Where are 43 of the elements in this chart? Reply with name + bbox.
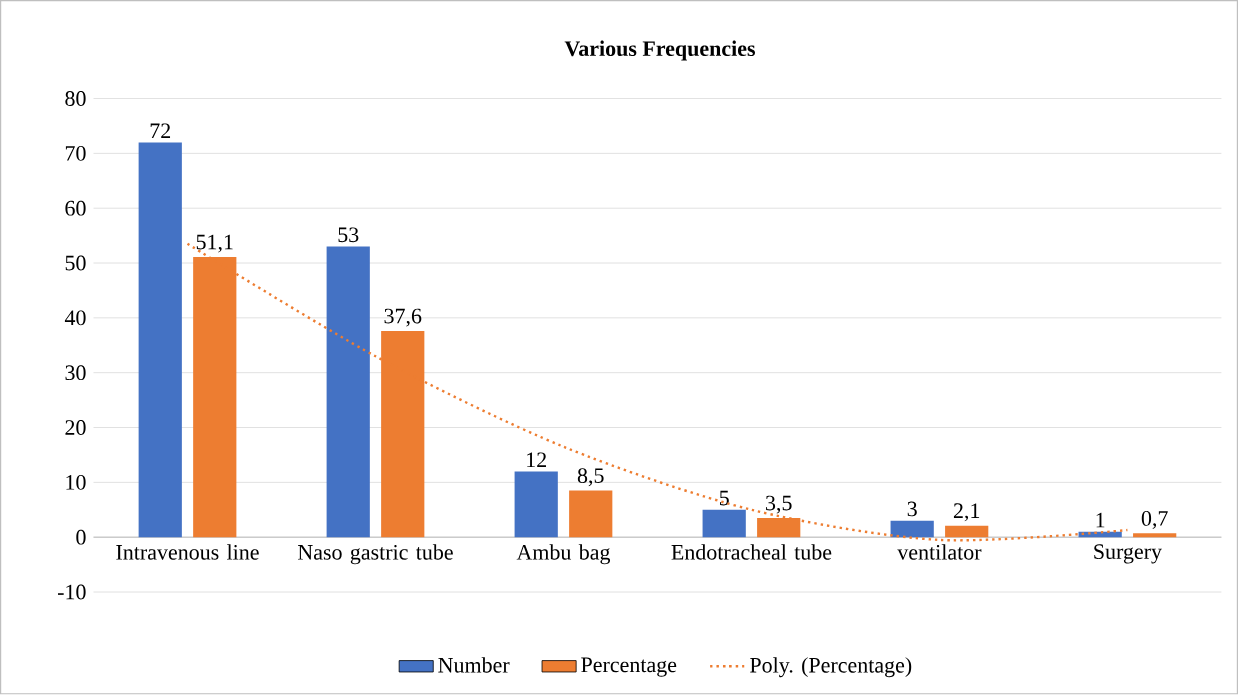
x-tick-label: Intravenous line bbox=[116, 544, 259, 560]
y-tick-label: 40 bbox=[64, 310, 86, 326]
data-label: 37,6 bbox=[384, 308, 422, 327]
bar bbox=[138, 142, 182, 538]
legend-label: Number bbox=[438, 657, 510, 673]
data-label: 1 bbox=[1096, 513, 1105, 528]
data-label: 5 bbox=[719, 491, 729, 506]
y-tick-label: -10 bbox=[57, 584, 86, 600]
legend-label: Poly. (Percentage) bbox=[750, 657, 912, 678]
chart-title: Various Frequencies bbox=[564, 40, 756, 61]
y-tick-label: 0 bbox=[76, 530, 86, 545]
data-label: 51,1 bbox=[196, 234, 233, 253]
bar bbox=[890, 520, 934, 538]
bar bbox=[569, 490, 613, 538]
data-label: 53 bbox=[338, 227, 359, 243]
bar bbox=[193, 257, 237, 538]
y-tick-label: 60 bbox=[65, 201, 86, 216]
y-tick-label: 50 bbox=[65, 255, 86, 271]
y-tick-label: 70 bbox=[65, 146, 86, 162]
bar bbox=[945, 525, 989, 538]
y-tick-label: 80 bbox=[65, 91, 86, 107]
data-label: 12 bbox=[527, 452, 546, 468]
data-label: 8,5 bbox=[577, 468, 604, 487]
x-tick-label: ventilator bbox=[897, 544, 982, 560]
bar bbox=[1133, 533, 1177, 538]
y-tick-label: 10 bbox=[66, 475, 86, 491]
data-label: 0,7 bbox=[1141, 511, 1168, 530]
x-tick-label: Endotracheal tube bbox=[671, 544, 832, 560]
data-label: 3,5 bbox=[766, 495, 792, 514]
data-label: 72 bbox=[150, 123, 171, 139]
bar bbox=[702, 510, 746, 538]
x-tick-label: Ambu bag bbox=[516, 544, 611, 565]
data-label: 2,1 bbox=[953, 503, 980, 522]
bar bbox=[514, 471, 558, 538]
legend-label: Percentage bbox=[581, 657, 677, 677]
data-label: 3 bbox=[907, 501, 917, 517]
bar bbox=[381, 331, 425, 538]
x-tick-label: Surgery bbox=[1094, 544, 1162, 564]
bar bbox=[326, 246, 370, 538]
bar bbox=[757, 518, 801, 538]
x-tick-label: Naso gastric tube bbox=[297, 544, 453, 565]
y-tick-label: 20 bbox=[65, 420, 86, 436]
y-tick-label: 30 bbox=[65, 365, 86, 381]
